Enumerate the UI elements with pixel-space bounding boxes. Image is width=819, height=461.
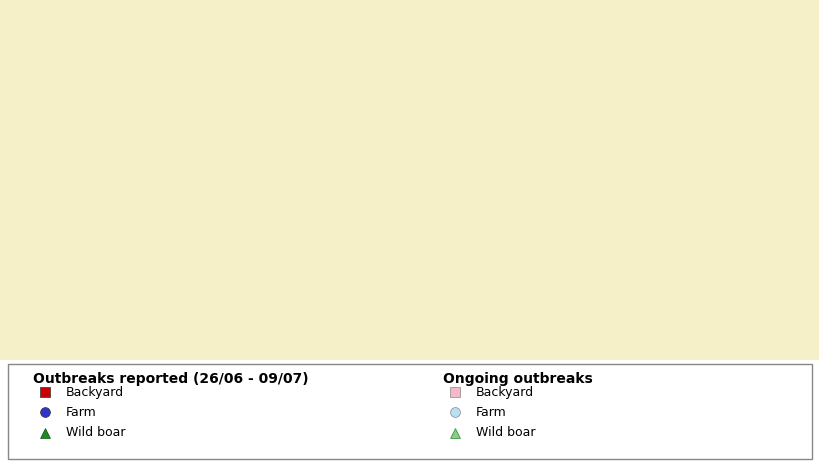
Point: [448, 388, 461, 396]
Text: Ongoing outbreaks: Ongoing outbreaks: [442, 372, 592, 386]
Text: Backyard: Backyard: [66, 385, 124, 398]
Point: [448, 429, 461, 436]
Point: [448, 408, 461, 416]
FancyBboxPatch shape: [0, 0, 819, 362]
Point: [38, 388, 52, 396]
Point: [38, 408, 52, 416]
Text: Backyard: Backyard: [475, 385, 533, 398]
Point: [38, 429, 52, 436]
Text: Farm: Farm: [66, 406, 97, 419]
Text: Outbreaks reported (26/06 - 09/07): Outbreaks reported (26/06 - 09/07): [33, 372, 308, 386]
Text: Wild boar: Wild boar: [66, 426, 125, 439]
Text: Farm: Farm: [475, 406, 506, 419]
Text: Wild boar: Wild boar: [475, 426, 535, 439]
